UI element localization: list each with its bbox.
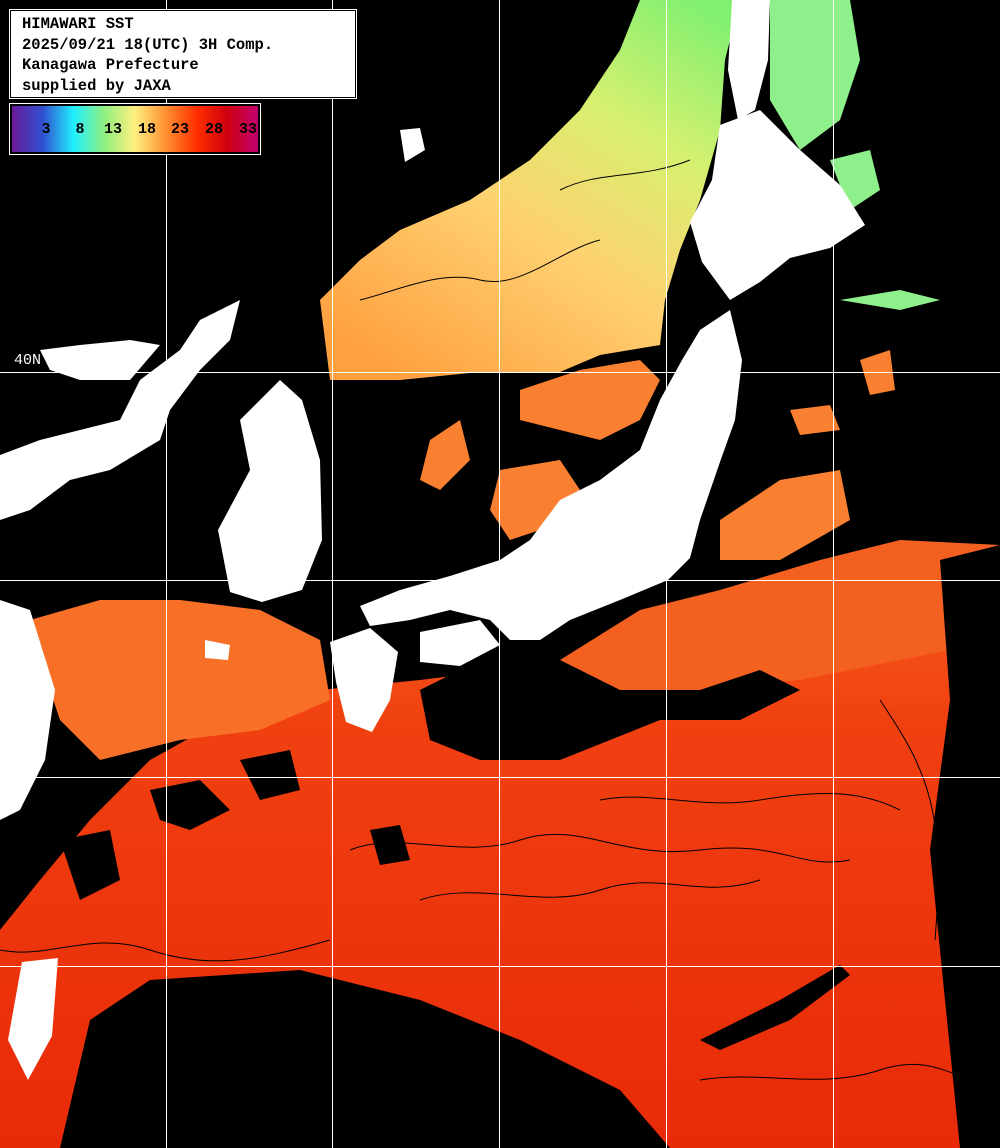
orange-patch [420, 350, 895, 560]
taiwan [8, 958, 58, 1080]
no-data-region [700, 545, 1000, 1148]
sst-contours [0, 159, 1000, 1082]
lat-label-40n: 40N [14, 352, 42, 369]
china-north [0, 300, 240, 520]
no-data-region [60, 750, 410, 900]
okhotsk-sst [770, 0, 940, 310]
honshu [360, 310, 742, 640]
legend-tick: 28 [204, 121, 224, 138]
sea-of-japan-sst [320, 0, 740, 380]
china-coast [0, 600, 55, 820]
legend-tick: 3 [41, 121, 51, 138]
legend-tick: 18 [137, 121, 157, 138]
south-japan-sst [560, 540, 1000, 690]
no-data-region [60, 970, 670, 1148]
sakhalin [728, 0, 770, 120]
legend-tick: 23 [170, 121, 190, 138]
small-island [205, 640, 230, 660]
kyushu [330, 628, 398, 732]
no-data-region [420, 660, 800, 760]
lat-label-30n: 30N [14, 758, 42, 775]
east-china-sea-sst [30, 600, 330, 760]
shikoku [420, 620, 500, 666]
temperature-color-legend: 3 8 13 18 23 28 33 [9, 103, 261, 155]
land [0, 0, 865, 1080]
supplier: supplied by JAXA [22, 76, 171, 95]
legend-tick: 8 [75, 121, 85, 138]
hokkaido [690, 110, 865, 300]
legend-tick: 33 [238, 121, 258, 138]
small-island [400, 128, 425, 162]
liaodong [40, 340, 160, 380]
timestamp: 2025/09/21 18(UTC) 3H Comp. [22, 35, 274, 54]
korea [218, 380, 322, 602]
legend-tick: 13 [103, 121, 123, 138]
product-title: HIMAWARI SST [22, 15, 134, 33]
region: Kanagawa Prefecture [22, 56, 199, 74]
info-box: HIMAWARI SST 2025/09/21 18(UTC) 3H Comp.… [9, 9, 357, 99]
